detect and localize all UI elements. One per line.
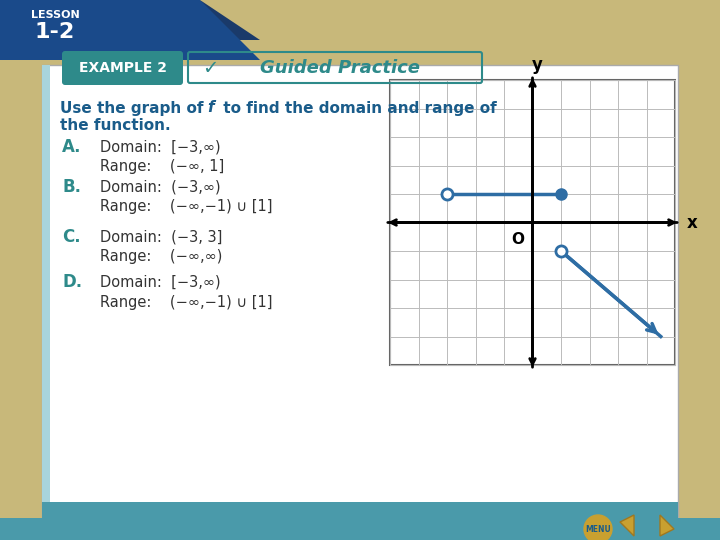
Text: x: x — [687, 213, 698, 232]
Text: C.: C. — [62, 228, 81, 246]
Text: the function.: the function. — [60, 118, 171, 132]
Text: Range:    (−∞, 1]: Range: (−∞, 1] — [100, 159, 224, 174]
Bar — [0, 518, 720, 540]
Bar — [390, 80, 675, 365]
Text: EXAMPLE 2: EXAMPLE 2 — [79, 61, 167, 75]
Bar — [42, 65, 678, 520]
Polygon shape — [660, 515, 674, 536]
Text: Domain:  (−3,∞): Domain: (−3,∞) — [100, 179, 220, 194]
Text: 1-2: 1-2 — [35, 22, 75, 42]
Text: O: O — [511, 233, 524, 247]
Text: B.: B. — [62, 178, 81, 196]
Text: Domain:  [−3,∞): Domain: [−3,∞) — [100, 139, 220, 154]
Bar — [42, 502, 678, 520]
Bar — [42, 65, 50, 520]
Circle shape — [584, 515, 612, 540]
Text: ✓: ✓ — [202, 58, 218, 78]
Text: Domain:  [−3,∞): Domain: [−3,∞) — [100, 274, 220, 289]
Text: Range:    (−∞,∞): Range: (−∞,∞) — [100, 249, 222, 265]
Polygon shape — [200, 0, 720, 60]
Text: y: y — [532, 56, 543, 74]
Text: MENU: MENU — [585, 524, 611, 534]
Polygon shape — [620, 515, 634, 536]
Polygon shape — [0, 0, 260, 60]
Text: Range:    (−∞,−1) ∪ [1]: Range: (−∞,−1) ∪ [1] — [100, 199, 272, 214]
Text: D.: D. — [62, 273, 82, 291]
Text: Domain:  (−3, 3]: Domain: (−3, 3] — [100, 230, 222, 245]
Text: LESSON: LESSON — [31, 10, 79, 20]
FancyBboxPatch shape — [62, 51, 183, 85]
Text: Range:    (−∞,−1) ∪ [1]: Range: (−∞,−1) ∪ [1] — [100, 294, 272, 309]
Text: Use the graph of: Use the graph of — [60, 100, 209, 116]
Text: A.: A. — [62, 138, 81, 156]
Text: to find the domain and range of: to find the domain and range of — [218, 100, 497, 116]
Text: Analyzing Graphs of Functions and Relations: Analyzing Graphs of Functions and Relati… — [369, 9, 631, 22]
Text: Guided Practice: Guided Practice — [260, 59, 420, 77]
Bar — [0, 0, 720, 40]
Text: f: f — [207, 100, 214, 116]
